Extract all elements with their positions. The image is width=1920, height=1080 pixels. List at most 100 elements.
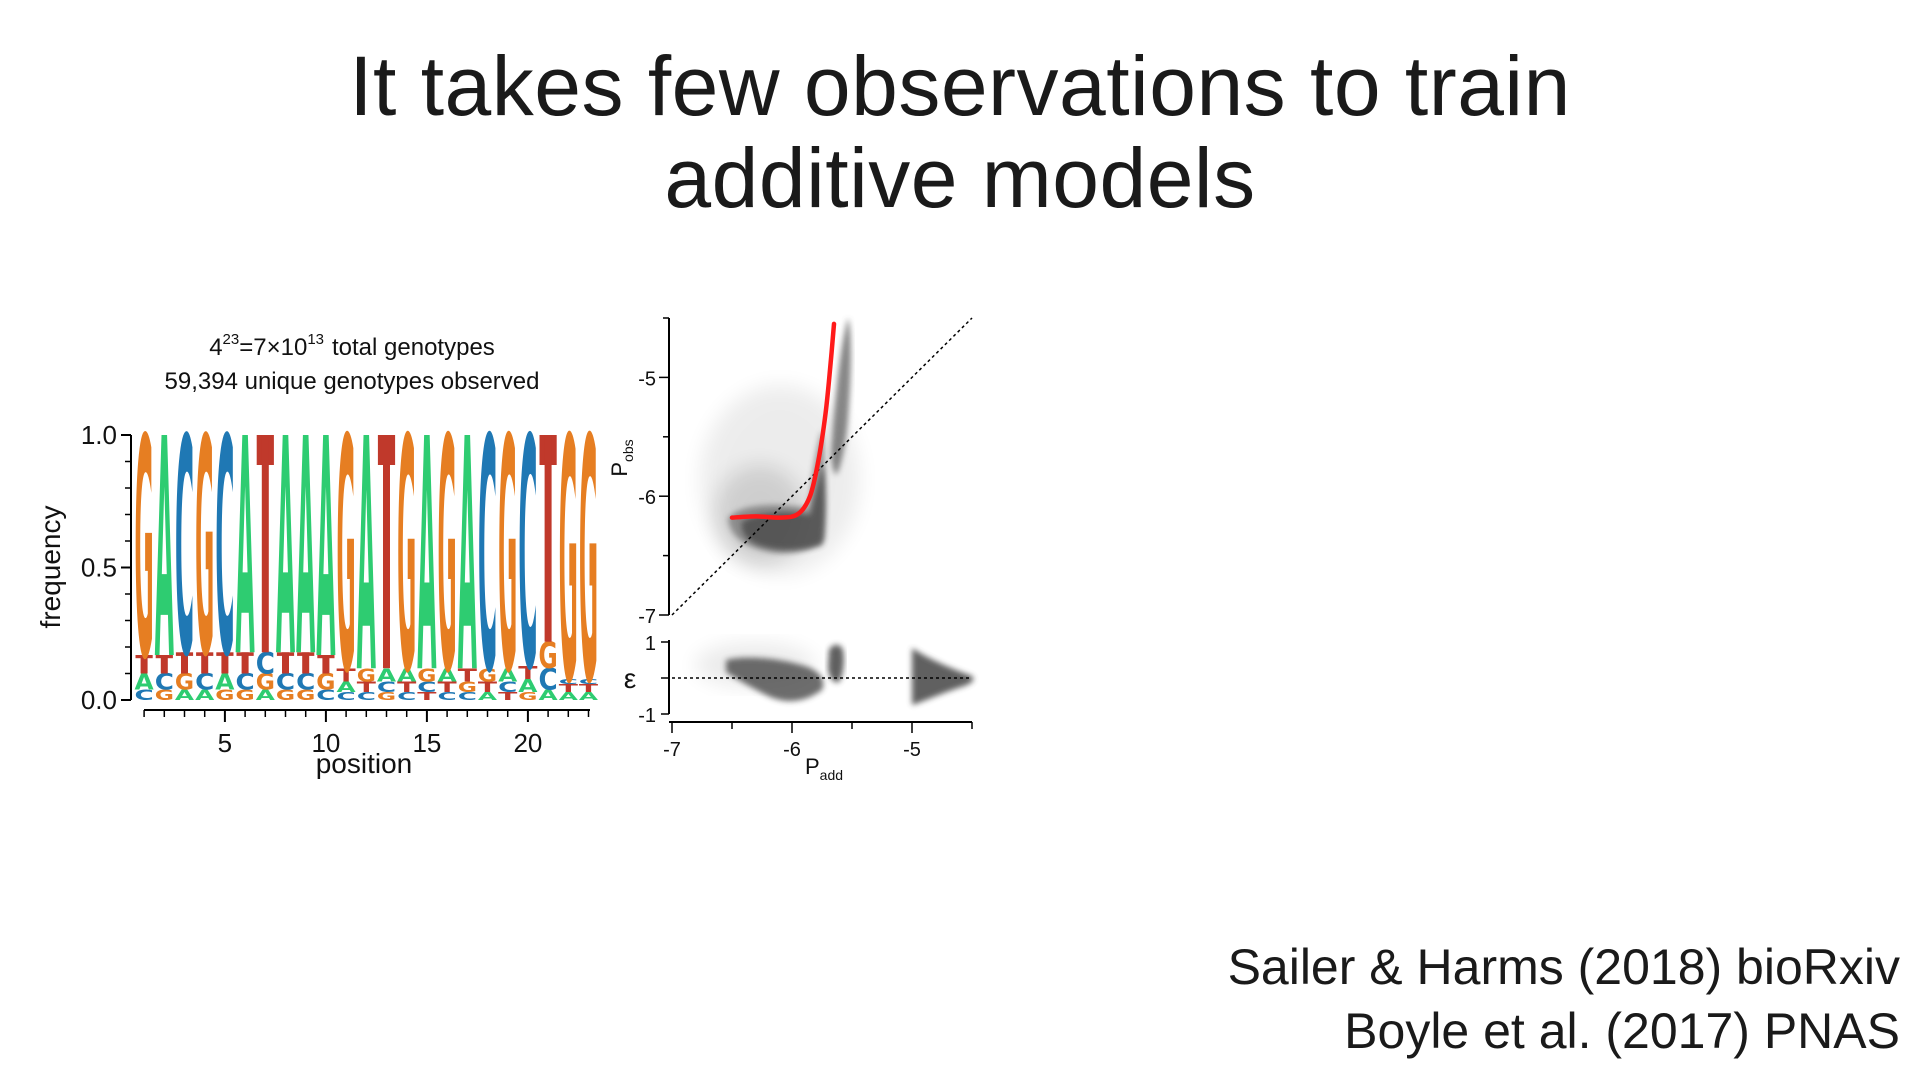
scatter-x-tick-label: -6	[783, 739, 801, 761]
logo-x-tick-label: 15	[412, 728, 441, 758]
residual-panel: 1 -1 ε	[624, 633, 974, 727]
scatter-y-ticks: -7 -6 -5	[638, 317, 669, 628]
logo-letter-G: G	[377, 690, 396, 703]
logo-letter-T	[135, 655, 153, 674]
logo-letter-A: A	[357, 371, 376, 745]
logo-letter-G: G	[135, 376, 154, 727]
logo-x-ticks: 5 10 15 20	[143, 710, 590, 758]
logo-x-tick-label: 20	[513, 728, 542, 758]
logo-letter-C: C	[518, 372, 537, 740]
scatter-y-tick-label: -7	[638, 606, 656, 628]
logo-letter-G: G	[397, 372, 416, 744]
logo-letter-C: C	[579, 677, 598, 686]
scatter-x-axis-label: Padd	[805, 754, 843, 783]
logo-letter-A: A	[296, 376, 315, 723]
logo-letter-A: A	[337, 678, 357, 695]
logo-letter-T-stem	[302, 652, 310, 674]
citations: Sailer & Harms (2018) bioRxiv Boyle et a…	[1228, 935, 1900, 1063]
logo-y-tick-label: 1.0	[81, 420, 117, 450]
logo-letter-T	[236, 652, 254, 674]
residual-band-left	[726, 657, 824, 702]
logo-letter-T-stem	[181, 652, 188, 674]
logo-letter-A: A	[135, 669, 154, 695]
title-line-2: additive models	[664, 131, 1256, 225]
genotypes-annotation-line1: 423=7×1013 total genotypes	[209, 331, 495, 361]
logo-letter-G: G	[559, 368, 578, 757]
logo-letter-C: C	[155, 669, 174, 694]
logo-letter-C: C	[256, 646, 275, 681]
logo-letter-G: G	[337, 372, 356, 744]
logo-letter-G: G	[316, 670, 335, 695]
logo-letter-T: T	[458, 665, 478, 686]
logo-letter-C: C	[276, 669, 295, 694]
residual-y-tick-label: -1	[638, 705, 656, 727]
logo-letter-C: C	[438, 690, 457, 703]
logo-letter-T	[175, 652, 194, 674]
logo-letter-A: A	[397, 666, 416, 687]
logo-letter-A: A	[478, 690, 497, 703]
logo-letter-G: G	[579, 368, 598, 757]
logo-letter-T	[196, 652, 214, 674]
logo-letter-A: A	[236, 376, 255, 723]
logo-letter-G: G	[417, 665, 436, 686]
logo-letter-G: G	[276, 687, 295, 704]
cloud-dense-core	[741, 465, 826, 550]
logo-y-ticks: 0.0 0.5 1.0	[81, 420, 131, 715]
scatter-x-tick-label: -7	[663, 739, 681, 761]
logo-letter-T-stem	[221, 652, 229, 674]
logo-letter-T-stem	[322, 655, 330, 674]
logo-letter-C: C	[458, 690, 477, 703]
logo-letter-T: T	[417, 690, 437, 703]
logo-letter-A: A	[215, 669, 234, 695]
scatter-y-tick-label: -5	[638, 368, 656, 390]
logo-letter-T	[155, 655, 173, 674]
logo-letter-A: A	[155, 376, 174, 727]
logo-x-axis-label: position	[316, 748, 413, 779]
logo-letter-T-stem	[282, 652, 289, 674]
logo-letter-A: A	[559, 690, 578, 703]
logo-letter-C: C	[175, 376, 194, 723]
slide-title: It takes few observations to train addit…	[0, 40, 1920, 224]
logo-letter-T: T	[438, 679, 458, 696]
logo-letter-C: C	[195, 669, 214, 694]
logo-letter-T-stem	[201, 652, 209, 674]
scatter-y-tick-label: -6	[638, 487, 656, 509]
logo-letter-G: G	[215, 687, 234, 704]
logo-letter-A: A	[276, 376, 295, 723]
logo-letter-G: G	[296, 687, 315, 704]
logo-letter-G: G	[518, 690, 537, 703]
logo-letter-C: C	[316, 686, 335, 703]
logo-letter-T-stem	[544, 435, 552, 642]
logo-letter-G: G	[155, 687, 174, 704]
residual-y-axis-label: ε	[624, 663, 636, 694]
logo-x-tick-label: 5	[218, 728, 232, 758]
logo-letter-T-stem	[140, 655, 148, 674]
scatter-point-cloud	[700, 318, 860, 575]
citation-2: Boyle et al. (2017) PNAS	[1344, 1003, 1900, 1059]
logo-letter-G: G	[236, 687, 255, 704]
logo-letter-T-stem	[160, 655, 168, 674]
logo-letter-T	[377, 435, 396, 669]
residual-y-ticks: 1 -1	[638, 633, 669, 727]
logo-letter-T	[276, 652, 295, 674]
logo-letter-C: C	[478, 371, 497, 745]
logo-letter-T: T	[478, 679, 498, 696]
logo-letter-A: A	[438, 666, 457, 687]
logo-letter-C: C	[135, 686, 154, 703]
logo-letter-C: C	[377, 678, 396, 695]
logo-letter-A: A	[539, 686, 559, 703]
residual-y-tick-label: 1	[645, 633, 656, 655]
logo-x-tick-label: 10	[311, 728, 340, 758]
sequence-logo-chart: 423=7×1013 total genotypes 59,394 unique …	[35, 331, 599, 779]
logo-letter-C: C	[397, 690, 416, 703]
residual-band-right	[912, 648, 974, 705]
logo-letter-G: G	[256, 670, 275, 695]
logo-letter-G: G	[478, 665, 497, 686]
logo-letter-T: T	[518, 662, 538, 683]
residual-band-spike	[828, 644, 844, 683]
logo-letter-C: C	[357, 690, 376, 703]
scatter-y-axis-label: Pobs	[607, 439, 636, 476]
genotypes-annotation-line2: 59,394 unique genotypes observed	[165, 368, 540, 395]
citation-1: Sailer & Harms (2018) bioRxiv	[1227, 939, 1900, 995]
